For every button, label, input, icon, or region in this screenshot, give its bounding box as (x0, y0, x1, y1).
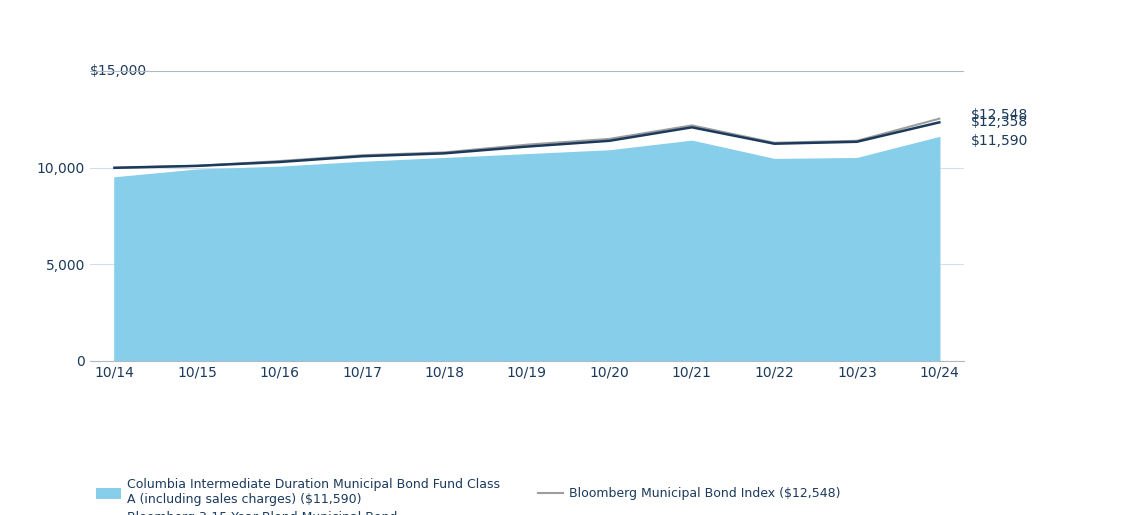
Text: $12,358: $12,358 (971, 115, 1028, 129)
Text: $15,000: $15,000 (90, 64, 147, 78)
Text: $11,590: $11,590 (971, 134, 1028, 148)
Text: $12,548: $12,548 (971, 108, 1028, 122)
Legend: Columbia Intermediate Duration Municipal Bond Fund Class
A (including sales char: Columbia Intermediate Duration Municipal… (96, 478, 841, 515)
